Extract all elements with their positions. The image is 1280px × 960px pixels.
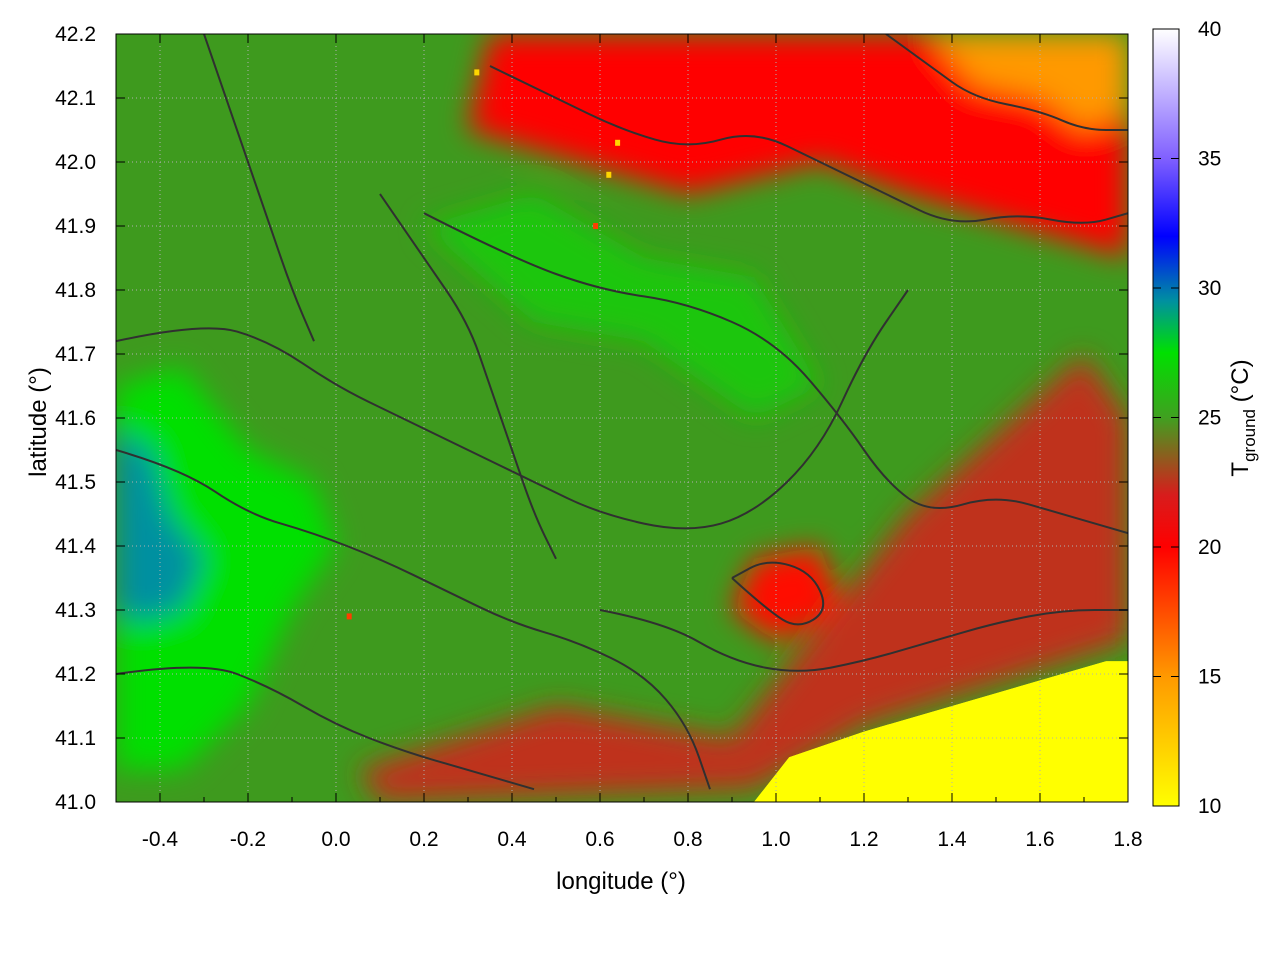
x-tick-label: 1.6 [1025,828,1054,851]
hot-spot-mark [606,171,612,178]
contour-line [599,609,1128,672]
field-region-western-plain-warm [116,366,336,770]
x-tick-label: -0.2 [230,828,266,851]
x-tick-label: 0.2 [409,828,438,851]
y-tick-label: 41.9 [55,215,96,238]
colorbar-tick-label: 30 [1198,277,1221,300]
field-region-ebro-valley-warm [424,194,820,418]
colorbar-ticks: 10 15 20 25 30 35 40 [1153,18,1221,818]
x-tick-label: 1.4 [937,828,967,851]
colorbar-title-sub: ground [1240,409,1259,462]
y-axis-title: latitude (°) [25,367,52,477]
y-tick-label: 41.2 [55,663,96,686]
colorbar-tick-label: 10 [1198,795,1221,818]
contour-line [423,212,1128,535]
contour-line [731,561,825,626]
y-tick-label: 41.4 [55,535,96,558]
contour-line [203,34,315,342]
hot-spot-mark [346,613,352,620]
hot-spot-mark [593,223,599,229]
colorbar: 10 15 20 25 30 35 40 Tground (°C) [1152,18,1259,818]
hot-spot-mark [474,69,480,76]
contour-line [489,65,1128,224]
x-tick-label: 1.8 [1113,828,1142,851]
colorbar-tick-label: 40 [1198,18,1221,41]
hot-spots [346,69,621,620]
colorbar-title-main: T [1227,462,1254,477]
contour-line [885,34,1128,131]
x-tick-label: 0.4 [497,828,527,851]
contour-line [379,193,557,560]
y-tick-label: 42.0 [55,151,96,174]
y-tick-label: 41.6 [55,407,96,430]
colorbar-title-unit: (°C) [1227,359,1254,409]
y-tick-label: 41.8 [55,279,96,302]
contour-line [116,289,909,530]
y-tick-label: 41.0 [55,791,96,814]
y-tick-label: 42.1 [55,87,96,110]
y-tick-label: 41.5 [55,471,96,494]
x-tick-label: 0.0 [321,828,350,851]
hot-spot-mark [615,139,621,146]
colorbar-tick-label: 15 [1198,666,1221,689]
field-region-pyrenees-high-cold [930,34,1128,130]
contour-lines [116,34,1128,791]
x-tick-label: 1.0 [761,828,790,851]
y-tick-label: 42.2 [55,23,96,46]
y-tick-label: 41.1 [55,727,96,750]
x-tick-label: 0.6 [585,828,614,851]
heatmap-plot: -0.4 -0.2 0.0 0.2 0.4 0.6 0.8 1.0 1.2 1.4 1.6 1.8 4… [55,23,1142,851]
colorbar-title: Tground (°C) [1227,359,1259,476]
temperature-field-blur [116,34,1128,802]
x-tick-label: 1.2 [849,828,878,851]
contour-line [116,449,711,790]
temperature-field [116,34,1128,802]
x-axis-ticks: -0.4 -0.2 0.0 0.2 0.4 0.6 0.8 1.0 1.2 1.4 1.6 1.8 [115,34,1143,851]
grid-lines [116,34,1128,802]
x-tick-label: 0.8 [673,828,702,851]
y-tick-label: 41.3 [55,599,96,622]
colorbar-tick-label: 35 [1198,148,1221,171]
y-tick-label: 41.7 [55,343,96,366]
colorbar-tick-label: 20 [1198,536,1221,559]
y-axis-ticks: 41.0 41.1 41.2 41.3 41.4 41.5 41.6 41.7 41.8 41.9… [55,23,1128,814]
x-axis-title: longitude (°) [556,868,686,895]
field-region-central-inland [358,354,1128,802]
field-region-coastal-sea-edge [754,661,1128,802]
contour-line [116,666,535,791]
colorbar-tick-label: 25 [1198,407,1221,430]
x-tick-label: -0.4 [142,828,179,851]
